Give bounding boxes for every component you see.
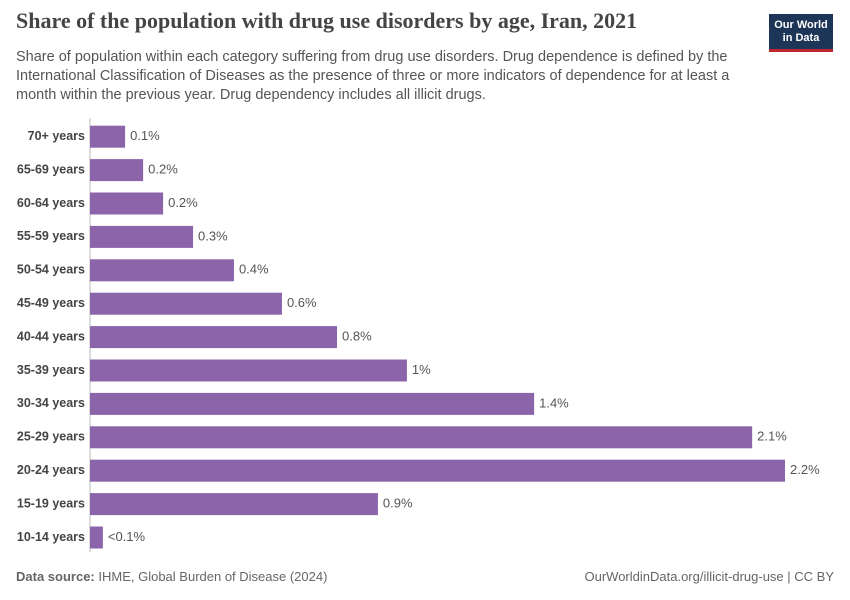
y-tick-label: 55-59 years — [17, 229, 85, 243]
y-tick-label: 10-14 years — [17, 530, 85, 544]
logo[interactable]: Our World in Data — [769, 14, 833, 52]
value-label: 2.1% — [757, 429, 787, 444]
value-label: 0.8% — [342, 329, 372, 344]
source: Data source: IHME, Global Burden of Dise… — [16, 569, 327, 584]
y-tick-label: 25-29 years — [17, 430, 85, 444]
bar — [90, 125, 126, 148]
bar — [90, 459, 785, 482]
y-tick-label: 20-24 years — [17, 463, 85, 477]
y-tick-label: 35-39 years — [17, 363, 85, 377]
chart-title: Share of the population with drug use di… — [16, 8, 638, 33]
y-tick-label: 65-69 years — [17, 162, 85, 176]
value-label: 1.4% — [539, 395, 569, 410]
bar — [90, 225, 194, 248]
y-tick-label: 15-19 years — [17, 496, 85, 510]
bar — [90, 192, 164, 215]
y-tick-label: 40-44 years — [17, 329, 85, 343]
bar — [90, 359, 407, 382]
value-label: 0.2% — [148, 162, 178, 177]
value-label: 0.9% — [383, 496, 413, 511]
value-label: 0.1% — [130, 128, 160, 143]
bar — [90, 326, 338, 349]
y-tick-label: 60-64 years — [17, 196, 85, 210]
value-label: 0.6% — [287, 295, 317, 310]
value-label: 0.3% — [198, 228, 228, 243]
logo-line: in Data — [782, 32, 820, 44]
value-label: 1% — [412, 362, 431, 377]
source-text: IHME, Global Burden of Disease (2024) — [98, 569, 328, 584]
bar — [90, 259, 234, 282]
value-label: 2.2% — [790, 462, 820, 477]
bar — [90, 392, 535, 415]
y-tick-label: 45-49 years — [17, 296, 85, 310]
bar — [90, 159, 144, 182]
y-tick-label: 50-54 years — [17, 263, 85, 277]
y-tick-label: 70+ years — [28, 129, 85, 143]
value-label: 0.2% — [168, 195, 198, 210]
value-label: 0.4% — [239, 262, 269, 277]
bar — [90, 426, 753, 449]
value-label: <0.1% — [108, 529, 146, 544]
bar — [90, 292, 282, 315]
bar — [90, 526, 103, 549]
chart: 70+ years 0.1% 65-69 years 0.2% 60-64 years 0… — [17, 118, 820, 552]
chart-subtitle: Share of population within each category… — [16, 49, 730, 103]
url[interactable]: OurWorldinData.org/illicit-drug-use | CC… — [584, 569, 835, 584]
source-label: Data source: — [16, 569, 95, 584]
y-tick-label: 30-34 years — [17, 396, 85, 410]
bar — [90, 493, 378, 516]
logo-line: Our World — [774, 19, 828, 31]
